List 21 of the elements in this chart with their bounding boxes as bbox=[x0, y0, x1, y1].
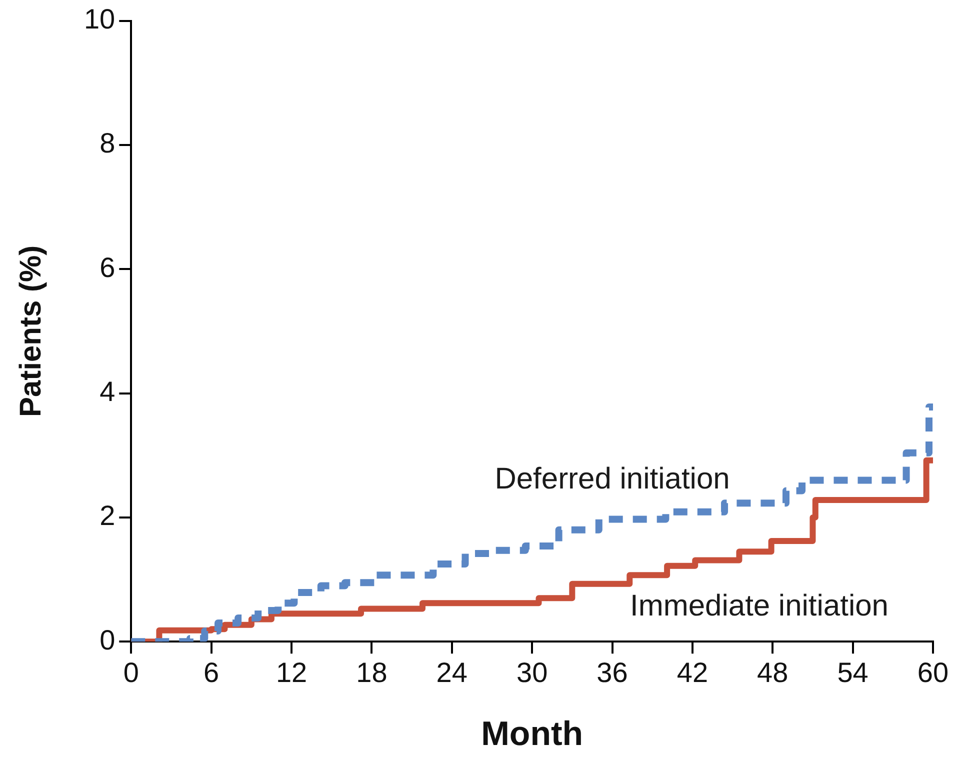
series-label: Deferred initiation bbox=[494, 462, 730, 496]
x-tick-label: 18 bbox=[356, 657, 388, 688]
y-tick-label: 0 bbox=[100, 624, 116, 656]
y-tick-label: 10 bbox=[84, 4, 116, 35]
x-tick-label: 0 bbox=[123, 657, 139, 688]
x-tick-label: 42 bbox=[676, 657, 708, 688]
x-tick-label: 12 bbox=[276, 657, 308, 688]
x-tick-label: 6 bbox=[204, 657, 220, 688]
x-axis-title: Month bbox=[481, 714, 584, 753]
y-tick-label: 2 bbox=[100, 500, 116, 532]
x-tick-label: 36 bbox=[596, 657, 628, 688]
x-tick-label: 54 bbox=[837, 657, 868, 688]
y-tick-label: 6 bbox=[100, 252, 116, 283]
y-tick-label: 8 bbox=[100, 128, 116, 159]
series-label: Immediate initiation bbox=[630, 590, 888, 623]
x-tick-label: 30 bbox=[516, 657, 548, 688]
x-tick-label: 24 bbox=[436, 657, 468, 688]
y-axis-title: Patients (%) bbox=[14, 245, 48, 418]
x-tick-label: 48 bbox=[757, 657, 788, 688]
x-tick-label: 60 bbox=[917, 657, 949, 688]
y-tick-label: 4 bbox=[100, 376, 116, 407]
